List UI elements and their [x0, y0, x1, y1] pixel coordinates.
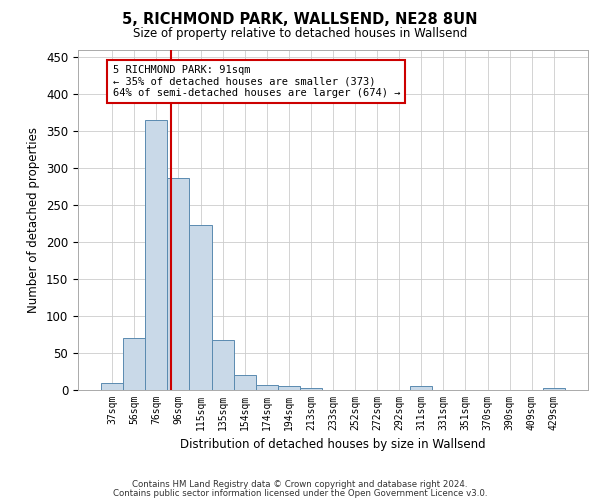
Bar: [190, 225, 212, 390]
Text: Contains public sector information licensed under the Open Government Licence v3: Contains public sector information licen…: [113, 488, 487, 498]
X-axis label: Distribution of detached houses by size in Wallsend: Distribution of detached houses by size …: [180, 438, 486, 452]
Text: Contains HM Land Registry data © Crown copyright and database right 2024.: Contains HM Land Registry data © Crown c…: [132, 480, 468, 489]
Bar: [543, 388, 565, 390]
Bar: [410, 386, 433, 390]
Y-axis label: Number of detached properties: Number of detached properties: [28, 127, 40, 313]
Bar: [278, 386, 300, 390]
Bar: [145, 120, 167, 390]
Bar: [167, 178, 190, 390]
Text: 5 RICHMOND PARK: 91sqm
← 35% of detached houses are smaller (373)
64% of semi-de: 5 RICHMOND PARK: 91sqm ← 35% of detached…: [113, 65, 400, 98]
Bar: [256, 385, 278, 390]
Text: Size of property relative to detached houses in Wallsend: Size of property relative to detached ho…: [133, 28, 467, 40]
Bar: [233, 375, 256, 390]
Bar: [101, 382, 123, 390]
Bar: [123, 338, 145, 390]
Bar: [212, 340, 233, 390]
Text: 5, RICHMOND PARK, WALLSEND, NE28 8UN: 5, RICHMOND PARK, WALLSEND, NE28 8UN: [122, 12, 478, 28]
Bar: [300, 388, 322, 390]
